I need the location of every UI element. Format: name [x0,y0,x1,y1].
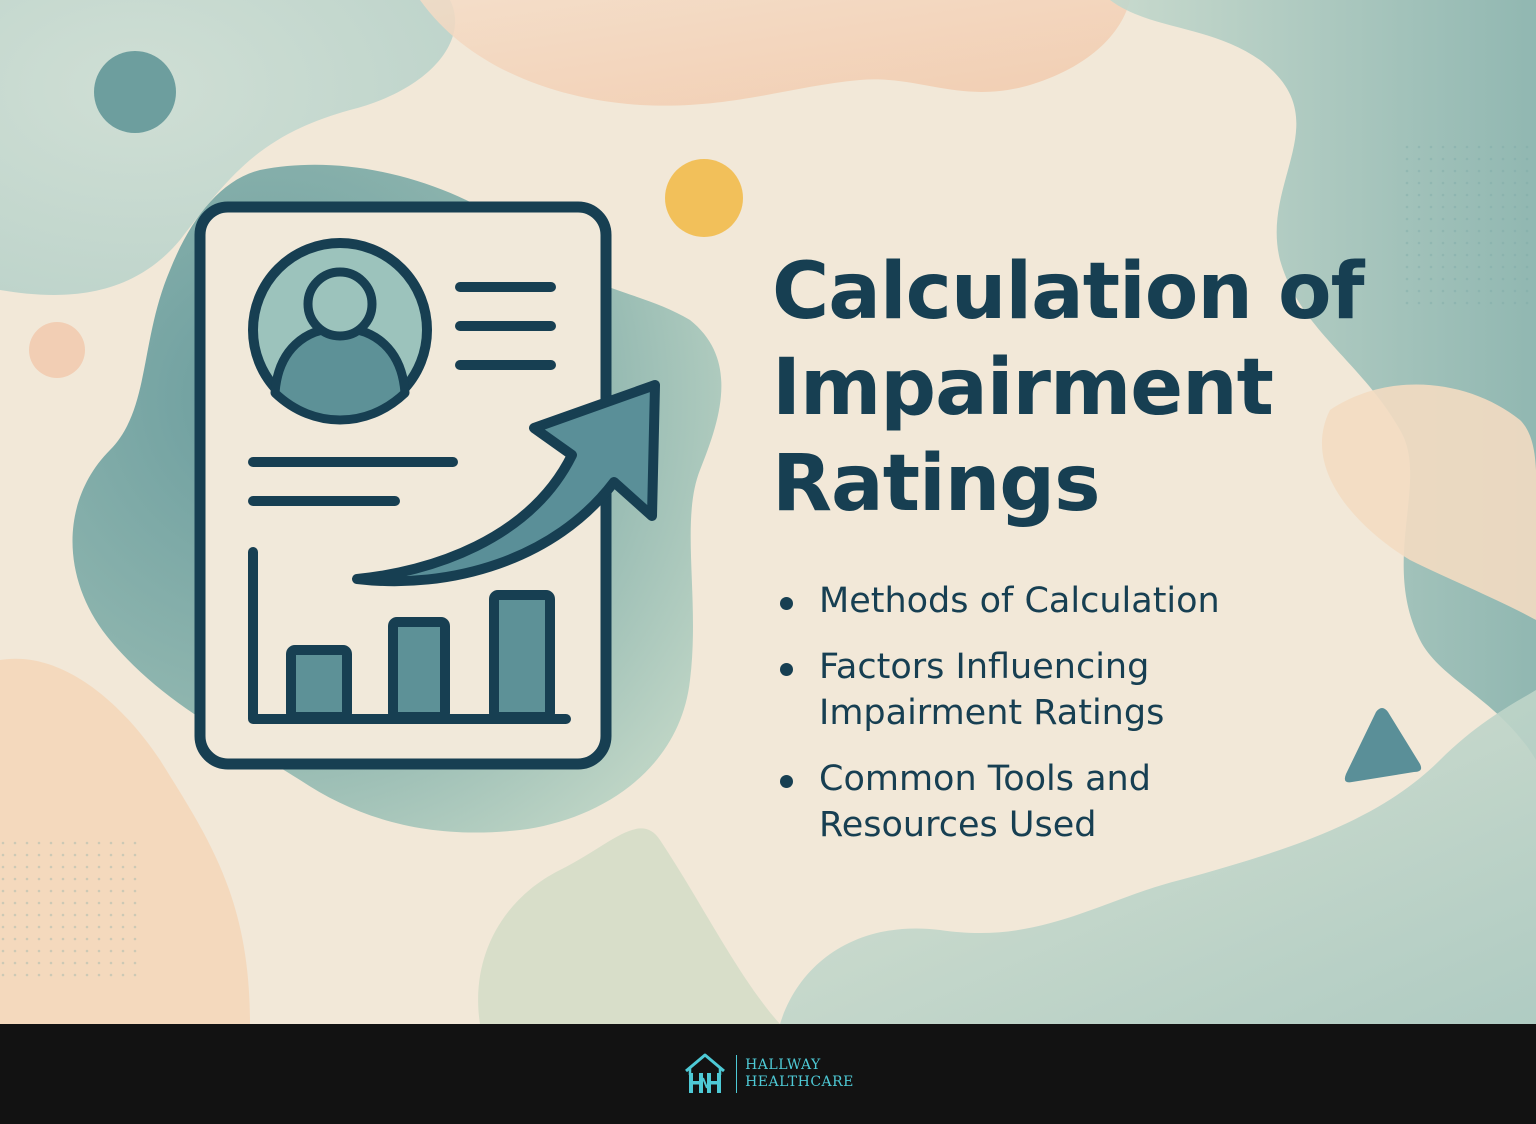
blob-bottom-right [780,690,1536,1024]
brand-line-1: HALLWAY [745,1057,821,1073]
bullet-item-methods: Methods of Calculation [778,578,1398,624]
dot-texture-left [0,840,140,980]
bullet-text: Common Tools and [819,759,1151,799]
bullet-item-factors: Factors Influencing Impairment Ratings [778,644,1398,736]
title-line: Ratings [772,439,1101,529]
house-hh-monogram-icon [685,1053,726,1093]
brand-line-2: HEALTHCARE [745,1074,854,1090]
bullet-text: Resources Used [819,805,1097,845]
blob-bottom-mid [478,828,780,1024]
triangle-decoration [1344,708,1422,783]
title-line: Calculation of [772,247,1365,337]
footer-bar: HALLWAY HEALTHCARE [0,1024,1536,1124]
blob-top-peach [420,0,1130,106]
title-line: Impairment [772,343,1274,433]
upward-trend-arrow-icon [352,380,660,587]
yellow-circle-decoration [665,159,743,237]
bullet-list: Methods of Calculation Factors Influenci… [778,578,1398,868]
peach-circle-decoration [29,322,85,378]
dot-texture-right [1400,140,1536,310]
brand-logo: HALLWAY HEALTHCARE [682,1051,854,1097]
slide-title: Calculation of Impairment Ratings [772,244,1452,532]
bullet-item-tools: Common Tools and Resources Used [778,756,1398,848]
brand-wordmark: HALLWAY HEALTHCARE [745,1057,854,1091]
bullet-text: Impairment Ratings [819,693,1165,733]
text-lines [248,282,556,506]
bullet-text: Factors Influencing [819,647,1150,687]
brand-divider [736,1055,738,1093]
teal-circle-decoration [94,51,176,133]
blob-right-peach [1322,384,1536,620]
report-growth-chart-icon [194,201,660,770]
bullet-text: Methods of Calculation [819,581,1220,621]
background-artwork [0,0,1536,1024]
chart-axis [248,547,571,724]
user-avatar-icon [248,238,432,425]
